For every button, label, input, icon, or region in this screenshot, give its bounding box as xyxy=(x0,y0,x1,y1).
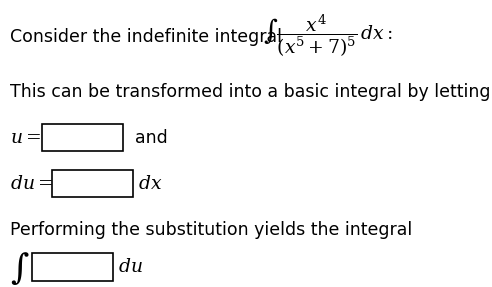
Text: $\int$: $\int$ xyxy=(10,250,30,287)
Text: Performing the substitution yields the integral: Performing the substitution yields the i… xyxy=(10,221,412,238)
FancyBboxPatch shape xyxy=(32,253,113,281)
Text: $du$: $du$ xyxy=(118,257,143,276)
Text: $du =$: $du =$ xyxy=(10,174,53,193)
Text: This can be transformed into a basic integral by letting: This can be transformed into a basic int… xyxy=(10,83,491,101)
Text: $dx$: $dx$ xyxy=(138,174,162,193)
Text: and: and xyxy=(135,129,168,147)
FancyBboxPatch shape xyxy=(42,124,123,152)
Text: $\int \dfrac{x^4}{(x^5+7)^5}\,dx:$: $\int \dfrac{x^4}{(x^5+7)^5}\,dx:$ xyxy=(263,13,394,59)
Text: Consider the indefinite integral: Consider the indefinite integral xyxy=(10,28,282,46)
Text: $u =$: $u =$ xyxy=(10,128,41,147)
FancyBboxPatch shape xyxy=(52,170,133,197)
